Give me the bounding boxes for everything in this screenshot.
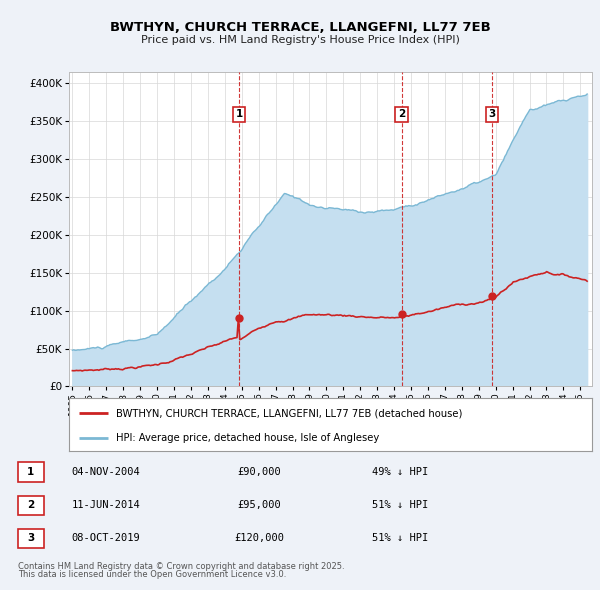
Text: 3: 3 bbox=[27, 533, 34, 543]
Text: 1: 1 bbox=[235, 109, 242, 119]
Text: 11-JUN-2014: 11-JUN-2014 bbox=[71, 500, 140, 510]
Text: Contains HM Land Registry data © Crown copyright and database right 2025.: Contains HM Land Registry data © Crown c… bbox=[18, 562, 344, 571]
Text: 2: 2 bbox=[398, 109, 405, 119]
Text: BWTHYN, CHURCH TERRACE, LLANGEFNI, LL77 7EB: BWTHYN, CHURCH TERRACE, LLANGEFNI, LL77 … bbox=[110, 21, 490, 34]
FancyBboxPatch shape bbox=[18, 496, 44, 515]
Text: 1: 1 bbox=[27, 467, 34, 477]
Text: Price paid vs. HM Land Registry's House Price Index (HPI): Price paid vs. HM Land Registry's House … bbox=[140, 35, 460, 45]
Text: 04-NOV-2004: 04-NOV-2004 bbox=[71, 467, 140, 477]
Text: 2: 2 bbox=[27, 500, 34, 510]
Text: This data is licensed under the Open Government Licence v3.0.: This data is licensed under the Open Gov… bbox=[18, 570, 286, 579]
FancyBboxPatch shape bbox=[18, 463, 44, 482]
Text: 3: 3 bbox=[488, 109, 496, 119]
Text: 51% ↓ HPI: 51% ↓ HPI bbox=[372, 533, 428, 543]
Text: £95,000: £95,000 bbox=[237, 500, 281, 510]
Text: £120,000: £120,000 bbox=[234, 533, 284, 543]
Text: £90,000: £90,000 bbox=[237, 467, 281, 477]
Text: 49% ↓ HPI: 49% ↓ HPI bbox=[372, 467, 428, 477]
Text: 08-OCT-2019: 08-OCT-2019 bbox=[71, 533, 140, 543]
FancyBboxPatch shape bbox=[18, 529, 44, 548]
Text: HPI: Average price, detached house, Isle of Anglesey: HPI: Average price, detached house, Isle… bbox=[116, 433, 379, 443]
Text: 51% ↓ HPI: 51% ↓ HPI bbox=[372, 500, 428, 510]
Text: BWTHYN, CHURCH TERRACE, LLANGEFNI, LL77 7EB (detached house): BWTHYN, CHURCH TERRACE, LLANGEFNI, LL77 … bbox=[116, 408, 463, 418]
